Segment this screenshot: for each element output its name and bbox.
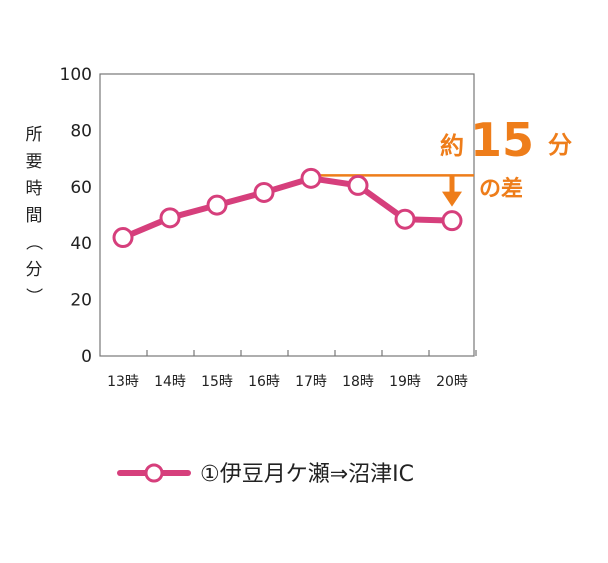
y-tick-label: 80 [70,121,92,141]
y-tick-label: 20 [70,291,92,311]
y-tick-label: 40 [70,234,92,254]
legend: ①伊豆月ケ瀬⇒沼津IC [117,462,414,487]
data-point [300,167,322,189]
data-point [112,227,134,249]
plot-area [99,73,475,357]
x-tick-label: 17時 [295,374,327,390]
data-point [441,210,463,232]
y-axis-label-char: 分 [26,260,43,280]
data-point [159,207,181,229]
y-tick-label: 60 [70,178,92,198]
legend-series-label: ①伊豆月ケ瀬⇒沼津IC [200,462,414,487]
data-point [394,208,416,230]
annotation-value: 15 [470,113,534,167]
y-axis-label-char: 要 [26,152,43,172]
x-tick-label: 20時 [436,374,468,390]
y-axis-label-char: （ [23,234,43,251]
y-axis-label-char: ） [23,288,43,305]
annotation-prefix: 約 [440,132,464,160]
x-tick-label: 19時 [389,374,421,390]
y-axis-label-char: 時 [26,179,43,199]
legend-marker [144,463,164,483]
y-axis-label-char: 間 [26,206,43,226]
annotation-arrow-icon [442,191,462,207]
data-point [347,174,369,196]
annotation-unit: 分 [548,131,572,159]
data-point [206,194,228,216]
y-tick-label: 100 [60,65,92,85]
y-axis-label-char: 所 [26,125,43,145]
x-tick-label: 18時 [342,374,374,390]
x-tick-label: 16時 [248,374,280,390]
x-tick-label: 13時 [107,374,139,390]
annotation-suffix: の差 [479,176,523,202]
x-tick-label: 15時 [201,374,233,390]
data-point [253,181,275,203]
x-tick-label: 14時 [154,374,186,390]
difference-annotation: 約 15 分 の差 [311,113,572,207]
y-tick-label: 0 [81,347,92,367]
